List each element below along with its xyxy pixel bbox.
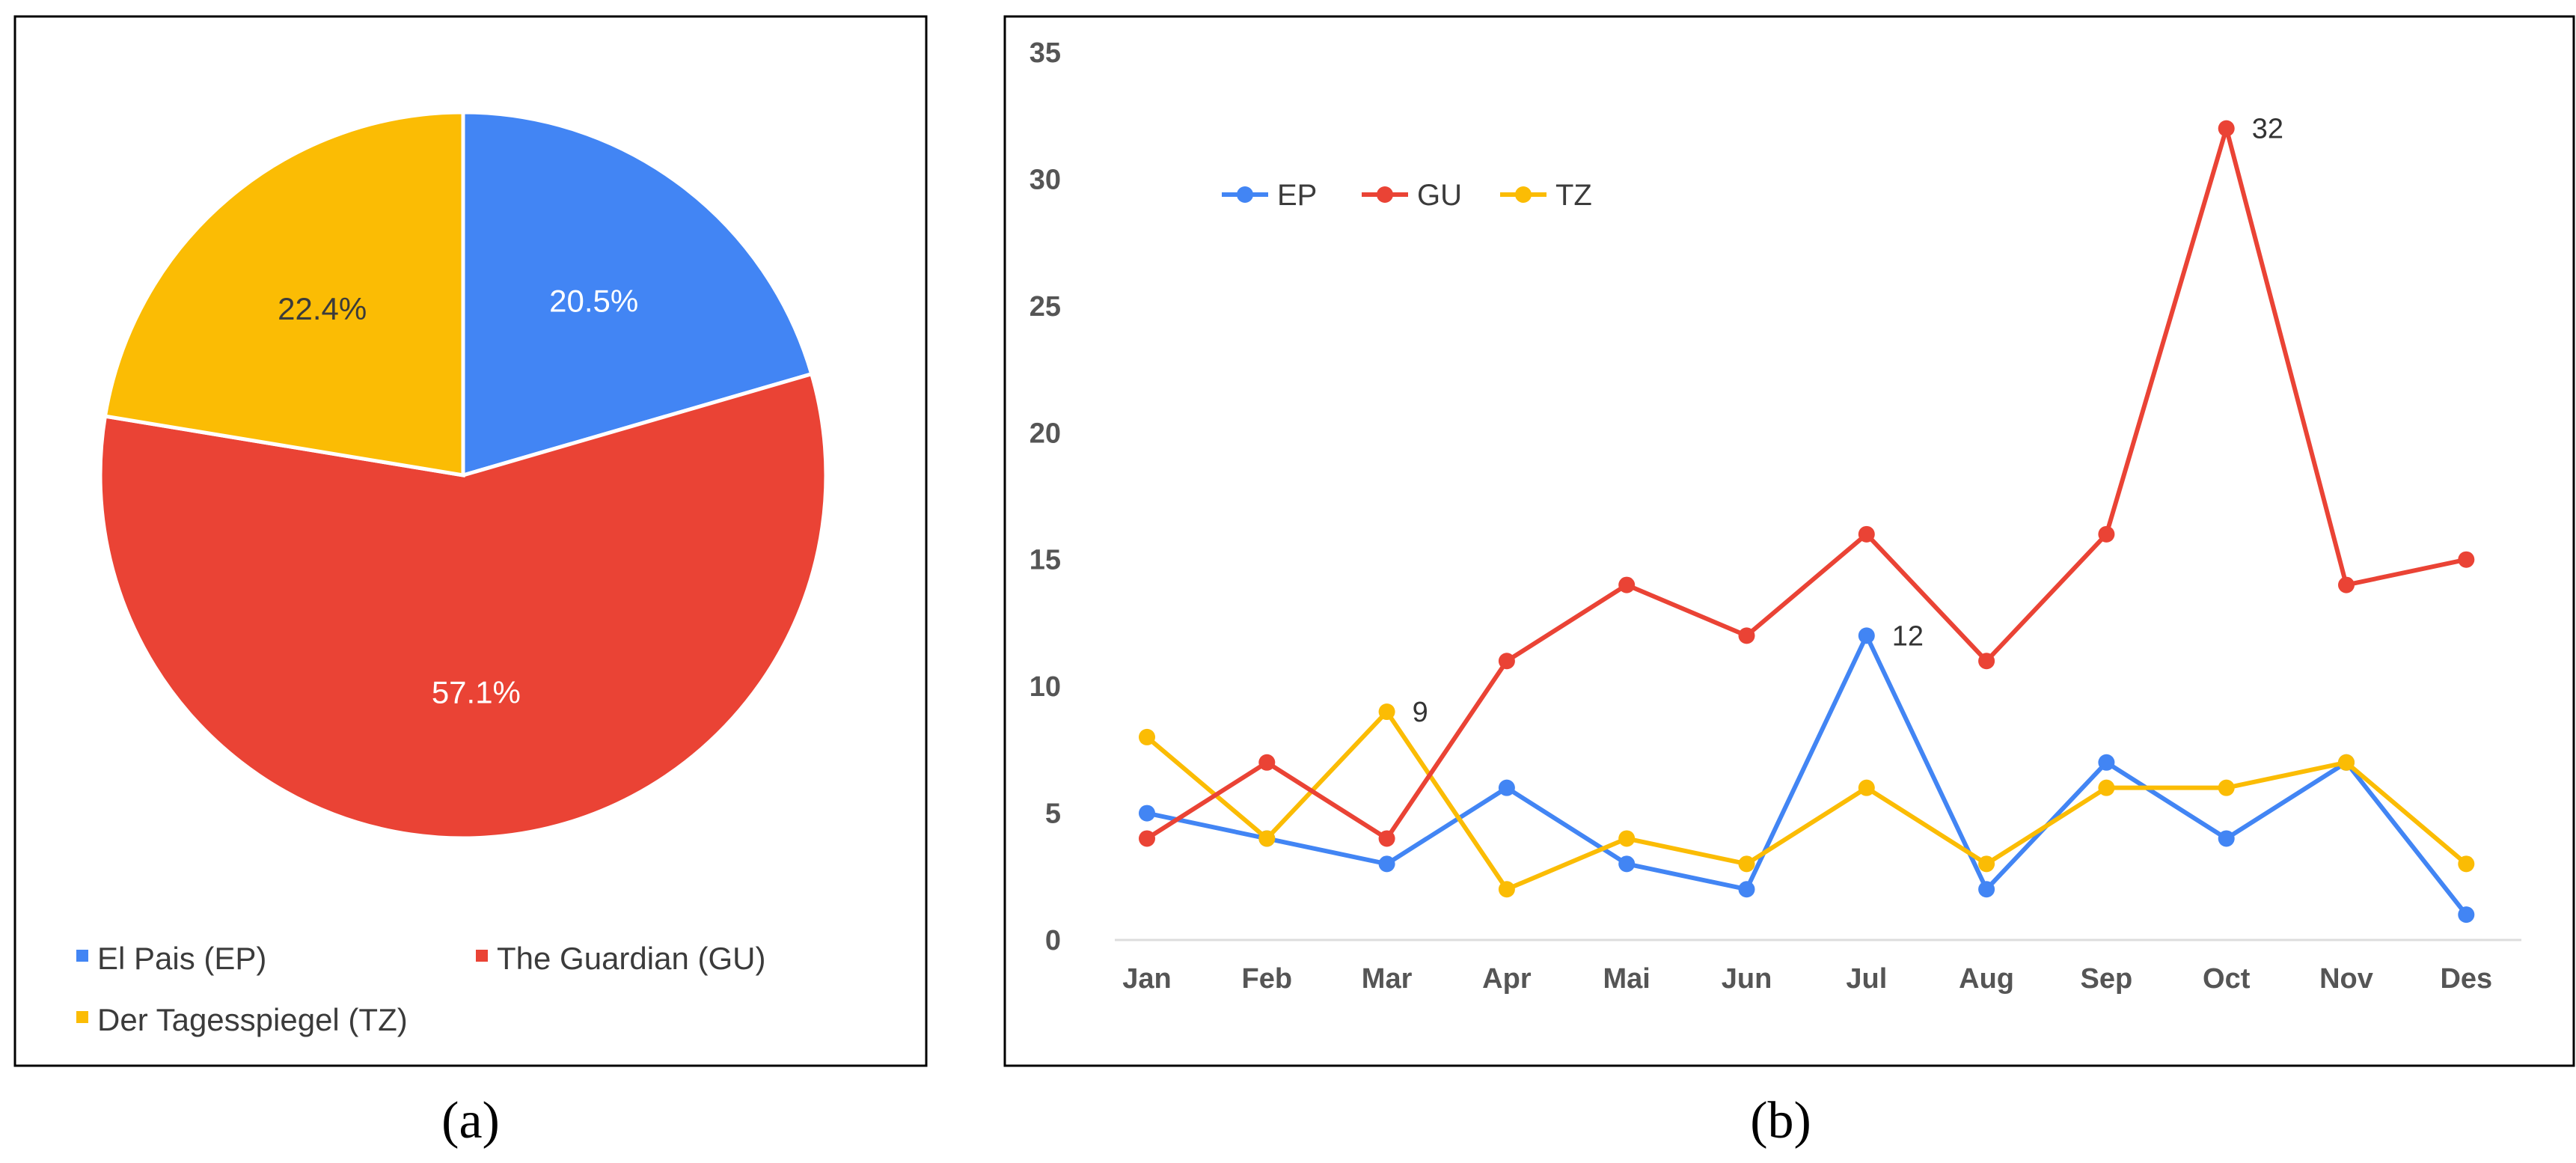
panel-a: 20.5% 57.1% 22.4% El Pais (EP) The Guardian…	[13, 15, 928, 1067]
data-point-gu	[1258, 754, 1276, 771]
x-tick-label: Apr	[1482, 963, 1532, 995]
data-point-tz	[1498, 881, 1515, 898]
data-point-gu	[1618, 576, 1636, 593]
x-tick-label: Nov	[2319, 963, 2373, 995]
x-tick-label: Aug	[1959, 963, 2014, 995]
x-tick-label: Des	[2440, 963, 2492, 995]
pie-label-gu: 57.1%	[432, 674, 521, 709]
pie-slice-ep	[461, 110, 814, 478]
y-axis-ticks: 0 5 10 15 20 25 30 35	[1030, 37, 1061, 956]
x-tick-label: Sep	[2081, 963, 2133, 995]
y-tick-label: 20	[1030, 418, 1061, 449]
pie-label-tz: 22.4%	[278, 291, 367, 326]
data-point-ep	[2098, 754, 2115, 771]
y-tick-label: 5	[1045, 799, 1061, 830]
data-label-ep: 12	[1892, 620, 1924, 652]
data-annotations: 9 12 32	[1413, 114, 2283, 728]
data-point-ep	[2458, 906, 2475, 924]
data-point-ep	[1498, 779, 1515, 796]
data-point-tz	[1258, 830, 1276, 847]
pie-legend: El Pais (EP) The Guardian (GU) Der Tagessp…	[76, 941, 765, 1037]
caption-b: (b)	[1750, 1092, 1811, 1150]
data-label-tz: 9	[1413, 697, 1428, 728]
x-tick-label: Oct	[2203, 963, 2251, 995]
legend-label-tz: TZ	[1555, 179, 1592, 212]
pie-slice-gu	[98, 371, 828, 840]
line-series	[1139, 120, 2475, 924]
legend-marker-ep	[1237, 186, 1253, 203]
data-point-gu	[1738, 627, 1755, 644]
y-tick-label: 15	[1030, 545, 1061, 576]
data-point-gu	[2338, 576, 2355, 593]
x-tick-label: Jul	[1846, 963, 1887, 995]
data-point-tz	[1978, 855, 1995, 873]
data-point-ep	[1618, 855, 1636, 873]
data-point-gu	[1858, 525, 1875, 543]
legend-swatch-gu	[476, 950, 488, 962]
data-point-tz	[2218, 779, 2235, 796]
data-point-ep	[1378, 855, 1395, 873]
pie-slice-tz	[103, 110, 465, 477]
panel-b-frame	[1003, 15, 2575, 1067]
pie-label-ep: 20.5%	[549, 283, 638, 318]
y-tick-label: 30	[1030, 164, 1061, 195]
data-point-tz	[1858, 779, 1875, 796]
legend-label-tz: Der Tagesspiegel (TZ)	[97, 1002, 408, 1037]
y-tick-label: 10	[1030, 671, 1061, 703]
x-tick-label: Mar	[1362, 963, 1413, 995]
x-tick-label: Jun	[1722, 963, 1772, 995]
line-legend: EP GU TZ	[1222, 179, 1592, 212]
data-point-tz	[1378, 703, 1395, 721]
data-point-gu	[1498, 653, 1515, 670]
data-point-ep	[1738, 881, 1755, 898]
y-tick-label: 35	[1030, 37, 1061, 69]
series-line-gu	[1145, 126, 2467, 841]
legend-label-ep: El Pais (EP)	[97, 941, 266, 976]
legend-label-gu: GU	[1417, 179, 1462, 212]
data-point-ep	[1978, 881, 1995, 898]
data-point-tz	[1738, 855, 1755, 873]
legend-label-ep: EP	[1277, 179, 1317, 212]
data-point-gu	[1378, 830, 1395, 847]
data-point-tz	[1139, 728, 1155, 745]
series-line-ep	[1146, 633, 2468, 916]
legend-marker-gu	[1377, 186, 1393, 203]
data-point-tz	[2338, 754, 2355, 771]
data-point-gu	[2098, 525, 2115, 543]
y-tick-label: 25	[1030, 291, 1061, 323]
data-point-tz	[2098, 779, 2115, 796]
panel-b: 0 5 10 15 20 25 30 35 Jan Feb Mar Apr Mai Jun Jul Aug S…	[1003, 15, 2575, 1067]
x-tick-label: Feb	[1242, 963, 1293, 995]
x-tick-label: Mai	[1603, 963, 1650, 995]
data-point-tz	[2458, 855, 2475, 873]
x-axis-ticks: Jan Feb Mar Apr Mai Jun Jul Aug Sep Oct Nov Des	[1122, 963, 2492, 995]
legend-marker-tz	[1515, 186, 1532, 203]
series-line-tz	[1145, 709, 2468, 892]
data-point-ep	[1139, 805, 1155, 822]
data-point-gu	[1139, 830, 1155, 847]
legend-label-gu: The Guardian (GU)	[497, 941, 765, 976]
data-point-ep	[1858, 627, 1875, 644]
legend-swatch-ep	[76, 950, 88, 962]
data-point-ep	[2218, 830, 2235, 847]
data-point-tz	[1618, 830, 1636, 847]
y-tick-label: 0	[1045, 925, 1061, 956]
data-point-gu	[2218, 120, 2235, 137]
caption-a: (a)	[441, 1092, 500, 1150]
data-point-gu	[1978, 653, 1995, 670]
legend-swatch-tz	[76, 1011, 88, 1023]
data-point-gu	[2458, 551, 2475, 568]
x-tick-label: Jan	[1122, 963, 1171, 995]
data-label-gu: 32	[2252, 114, 2283, 145]
pie-chart: 20.5% 57.1% 22.4%	[98, 110, 828, 840]
